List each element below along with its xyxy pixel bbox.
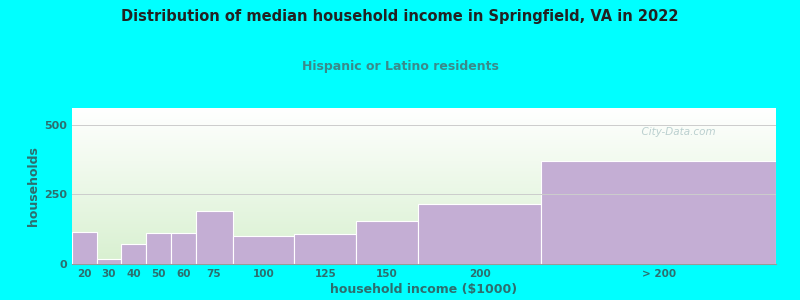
Bar: [195, 211, 233, 264]
Bar: [146, 233, 171, 264]
Text: City-Data.com: City-Data.com: [635, 127, 716, 137]
Bar: [418, 204, 542, 264]
Bar: [233, 236, 294, 264]
Text: Distribution of median household income in Springfield, VA in 2022: Distribution of median household income …: [122, 9, 678, 24]
Bar: [356, 221, 418, 264]
X-axis label: household income ($1000): household income ($1000): [330, 283, 518, 296]
Bar: [97, 259, 122, 264]
Bar: [294, 234, 356, 264]
Bar: [171, 233, 195, 264]
Text: Hispanic or Latino residents: Hispanic or Latino residents: [302, 60, 498, 73]
Y-axis label: households: households: [27, 146, 40, 226]
Bar: [122, 244, 146, 264]
Bar: [72, 232, 97, 264]
Bar: [542, 161, 776, 264]
